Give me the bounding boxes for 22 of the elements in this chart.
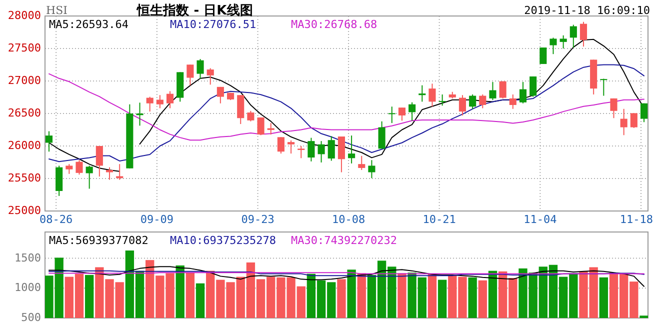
chart-subtitle: HSI <box>46 4 68 17</box>
chart-title: 恒生指数 - 日K线图 <box>136 4 253 19</box>
legend: MA5:56939377082 MA10:69375235278 MA30:74392270232 <box>49 234 397 248</box>
ytick: 25500 <box>8 172 41 185</box>
ytick: 26000 <box>8 139 41 152</box>
legend: MA5:26593.64 MA10:27076.51 MA30:26768.68 <box>49 18 378 32</box>
xtick: 11-04 <box>524 213 557 226</box>
ytick: 1000 <box>14 281 41 294</box>
xtick: 09-23 <box>241 213 274 226</box>
ytick: 27000 <box>8 74 41 88</box>
ytick: 500 <box>21 311 41 322</box>
annotation: 2019-11-18 16:09:10 <box>524 4 650 18</box>
xtick: 11-18 <box>620 213 653 226</box>
ytick: 26500 <box>8 106 41 120</box>
xtick: 08-26 <box>40 213 73 226</box>
ytick: 28000 <box>8 9 41 22</box>
xtick: 10-08 <box>332 213 366 226</box>
xtick: 09-09 <box>140 213 174 226</box>
ytick: 25000 <box>8 204 41 218</box>
ytick: 27500 <box>8 42 41 55</box>
xtick: 10-21 <box>422 213 456 226</box>
ytick: 1500 <box>14 251 41 264</box>
